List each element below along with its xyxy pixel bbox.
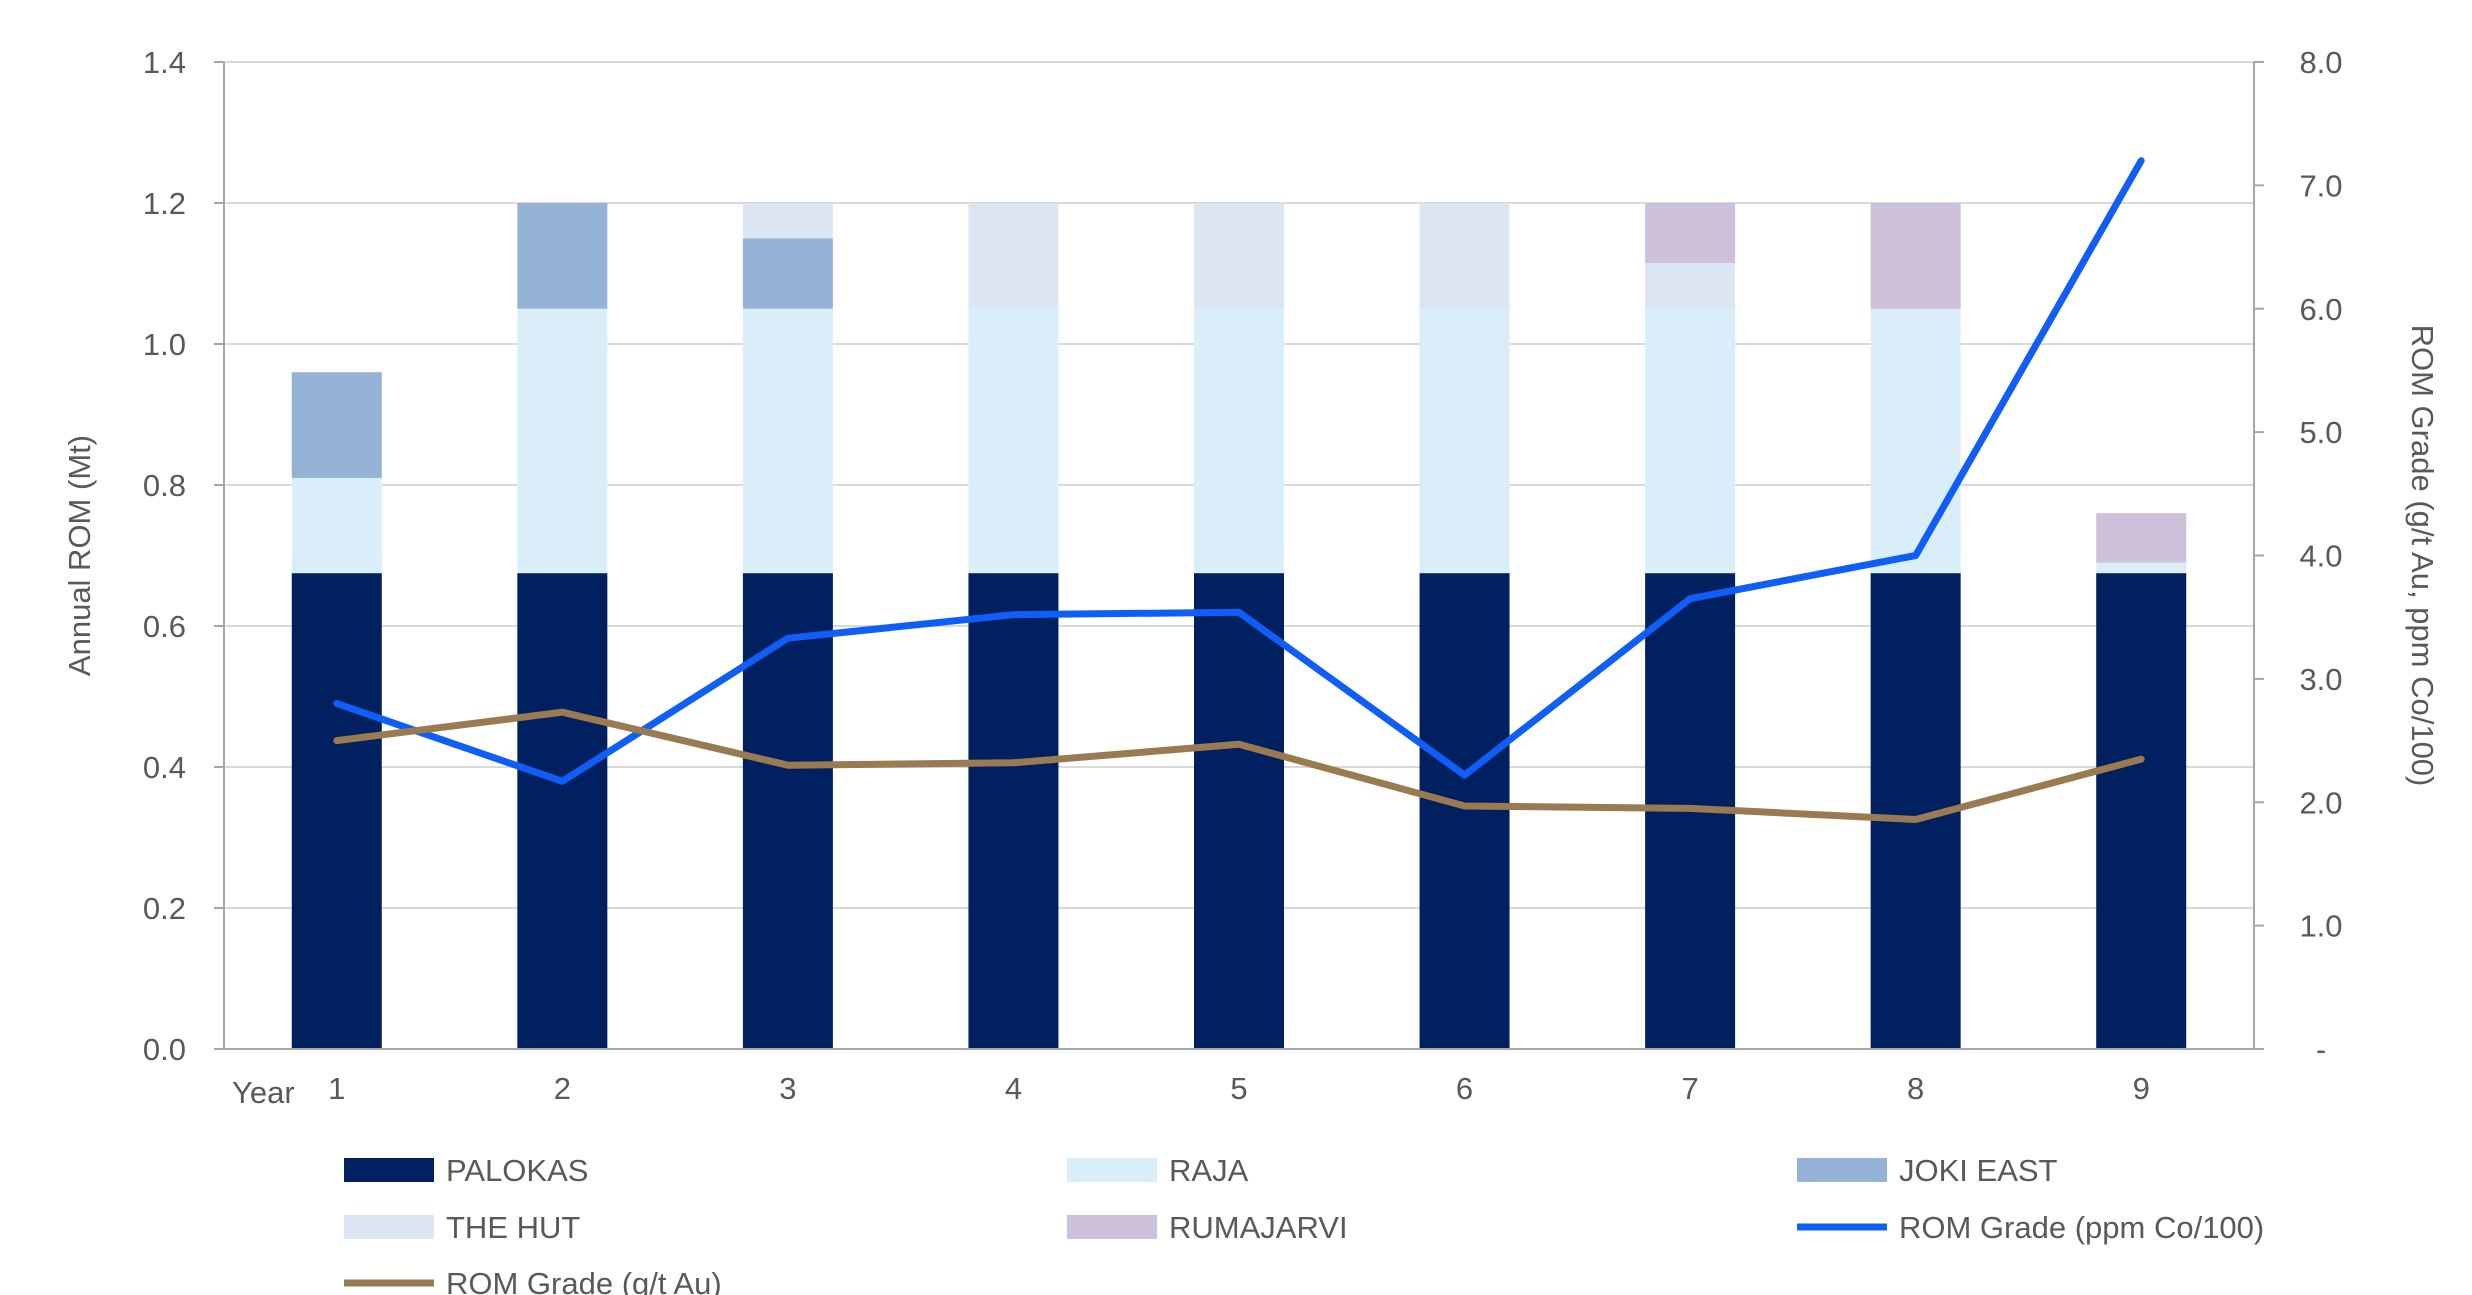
right-tick-label: 1.0	[2299, 909, 2342, 944]
bar-the-hut-year-7	[1645, 262, 1736, 309]
left-axis-title: Annual ROM (Mt)	[62, 435, 97, 676]
right-tick-label: 4.0	[2299, 539, 2342, 574]
x-tick-label: 9	[2133, 1071, 2150, 1106]
x-tick-label: 6	[1456, 1071, 1473, 1106]
tick-labels: 0.0 0.2 0.4 0.6 0.8 1.0 1.2 1.4 - 1.0 2.0 3.0 4.0 5.0…	[143, 45, 2343, 1106]
x-tick-label: 7	[1681, 1071, 1698, 1106]
stacked-bars	[291, 203, 2187, 1049]
right-tick-label: 7.0	[2299, 168, 2342, 203]
bar-palokas-year-5	[1194, 573, 1284, 1049]
bar-raja-year-7	[1645, 308, 1736, 574]
right-tick-label: 8.0	[2299, 45, 2342, 80]
x-axis-year-label: Year	[232, 1075, 295, 1110]
bar-raja-year-4	[968, 308, 1059, 574]
bar-joki-east-year-3	[742, 238, 833, 309]
legend-label-the-hut: THE HUT	[446, 1210, 580, 1245]
bar-palokas-year-3	[742, 573, 833, 1049]
left-tick-label: 0.4	[143, 750, 186, 785]
right-axis-title: ROM Grade (g/t Au, ppm Co/100)	[2405, 325, 2440, 787]
bar-rumajarvi-year-7	[1645, 203, 1736, 263]
bar-raja-year-1	[291, 477, 382, 574]
bar-joki-east-year-2	[517, 203, 608, 309]
left-tick-label: 0.8	[143, 468, 186, 503]
legend-swatch-rumajarvi	[1067, 1215, 1157, 1239]
left-tick-label: 1.2	[143, 186, 186, 221]
x-tick-label: 5	[1230, 1071, 1247, 1106]
legend-label-joki-east: JOKI EAST	[1899, 1153, 2058, 1188]
line-rom-grade-g-t-au-	[333, 708, 2145, 823]
bar-raja-year-5	[1194, 308, 1284, 574]
right-tick-label: 5.0	[2299, 415, 2342, 450]
legend-label-rom-grade-ppm-co-100-: ROM Grade (ppm Co/100)	[1899, 1210, 2264, 1245]
right-tick-label: -	[2316, 1032, 2326, 1067]
bar-rumajarvi-year-9	[2096, 513, 2187, 563]
legend-label-palokas: PALOKAS	[446, 1153, 588, 1188]
bar-the-hut-year-5	[1194, 203, 1284, 309]
left-tick-label: 0.6	[143, 609, 186, 644]
legend-swatch-palokas	[344, 1158, 434, 1182]
line-rom-grade-ppm-co-100-	[333, 157, 2145, 785]
bar-raja-year-6	[1419, 308, 1510, 574]
x-tick-label: 8	[1907, 1071, 1924, 1106]
right-tick-label: 2.0	[2299, 785, 2342, 820]
bar-joki-east-year-1	[291, 372, 382, 478]
left-tick-label: 1.4	[143, 45, 186, 80]
bar-the-hut-year-3	[742, 203, 833, 239]
legend-swatch-the-hut	[344, 1215, 434, 1239]
legend-label-rom-grade-g-t-au-: ROM Grade (g/t Au)	[446, 1266, 722, 1295]
legend-label-rumajarvi: RUMAJARVI	[1169, 1210, 1348, 1245]
bar-the-hut-year-6	[1419, 203, 1510, 309]
bar-palokas-year-4	[968, 573, 1059, 1049]
bar-raja-year-9	[2096, 562, 2187, 574]
left-tick-label: 0.2	[143, 891, 186, 926]
right-tick-label: 6.0	[2299, 292, 2342, 327]
bar-palokas-year-1	[291, 573, 382, 1049]
legend-swatch-raja	[1067, 1158, 1157, 1182]
bar-rumajarvi-year-8	[1870, 203, 1961, 309]
bar-palokas-year-6	[1419, 573, 1510, 1049]
left-tick-label: 1.0	[143, 327, 186, 362]
x-tick-label: 3	[779, 1071, 796, 1106]
grade-lines	[333, 157, 2145, 823]
bar-palokas-year-9	[2096, 573, 2187, 1049]
legend-label-raja: RAJA	[1169, 1153, 1249, 1188]
x-tick-label: 2	[554, 1071, 571, 1106]
bar-raja-year-2	[517, 308, 608, 574]
x-tick-label: 4	[1005, 1071, 1022, 1106]
legend-swatch-joki-east	[1797, 1158, 1887, 1182]
right-tick-label: 3.0	[2299, 662, 2342, 697]
x-tick-label: 1	[328, 1071, 345, 1106]
left-tick-label: 0.0	[143, 1032, 186, 1067]
axes	[214, 61, 2264, 1050]
bar-raja-year-3	[742, 308, 833, 574]
bar-palokas-year-2	[517, 573, 608, 1049]
bar-raja-year-8	[1870, 308, 1961, 574]
legend: PALOKAS RAJA JOKI EAST THE HUT RUMAJARVI ROM …	[344, 1153, 2264, 1295]
bar-the-hut-year-4	[968, 203, 1059, 309]
